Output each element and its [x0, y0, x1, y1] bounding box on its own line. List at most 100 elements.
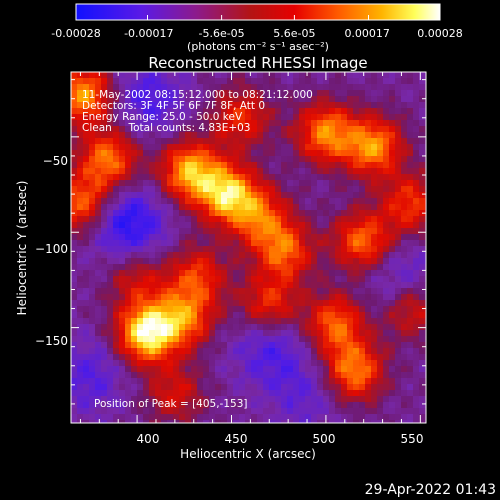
heatmap-cell — [275, 396, 281, 402]
heatmap-cell — [281, 372, 287, 378]
heatmap-cell — [353, 300, 359, 306]
heatmap-cell — [125, 414, 131, 420]
heatmap-cell — [89, 372, 95, 378]
heatmap-cell — [311, 396, 317, 402]
heatmap-cell — [269, 168, 275, 174]
heatmap-cell — [155, 264, 161, 270]
heatmap-cell — [185, 72, 191, 78]
heatmap-cell — [395, 90, 401, 96]
heatmap-cell — [203, 96, 209, 102]
heatmap-cell — [119, 342, 125, 348]
heatmap-cell — [143, 300, 149, 306]
heatmap-cell — [311, 210, 317, 216]
heatmap-cell — [191, 138, 197, 144]
heatmap-cell — [365, 294, 371, 300]
heatmap-cell — [143, 282, 149, 288]
heatmap-cell — [347, 216, 353, 222]
heatmap-cell — [341, 264, 347, 270]
heatmap-cell — [203, 108, 209, 114]
heatmap-cell — [185, 234, 191, 240]
heatmap-cell — [263, 252, 269, 258]
heatmap-cell — [215, 288, 221, 294]
heatmap-cell — [71, 120, 77, 126]
heatmap-cell — [239, 162, 245, 168]
heatmap-cell — [161, 198, 167, 204]
heatmap-cell — [329, 288, 335, 294]
heatmap-cell — [227, 270, 233, 276]
heatmap-cell — [323, 318, 329, 324]
heatmap-cell — [203, 414, 209, 420]
heatmap-cell — [269, 378, 275, 384]
heatmap-cell — [125, 108, 131, 114]
heatmap-cell — [275, 270, 281, 276]
heatmap-cell — [179, 336, 185, 342]
heatmap-cell — [263, 222, 269, 228]
heatmap-cell — [71, 342, 77, 348]
heatmap-cell — [95, 138, 101, 144]
heatmap-cell — [311, 270, 317, 276]
heatmap-cell — [101, 102, 107, 108]
heatmap-cell — [233, 210, 239, 216]
heatmap-cell — [191, 366, 197, 372]
heatmap-cell — [137, 78, 143, 84]
heatmap-cell — [341, 384, 347, 390]
heatmap-cell — [335, 354, 341, 360]
heatmap-cell — [95, 372, 101, 378]
heatmap-cell — [359, 144, 365, 150]
heatmap-cell — [257, 162, 263, 168]
footer-timestamp: 29-Apr-2022 01:43 — [365, 482, 496, 498]
heatmap-cell — [383, 78, 389, 84]
heatmap-cell — [371, 390, 377, 396]
heatmap-cell — [131, 420, 137, 423]
heatmap-cell — [287, 348, 293, 354]
heatmap-cell — [287, 330, 293, 336]
heatmap-cell — [77, 384, 83, 390]
heatmap-cell — [323, 366, 329, 372]
heatmap-cell — [149, 126, 155, 132]
heatmap-cell — [215, 204, 221, 210]
heatmap-cell — [149, 246, 155, 252]
heatmap-cell — [389, 270, 395, 276]
heatmap-cell — [347, 162, 353, 168]
heatmap-cell — [227, 198, 233, 204]
heatmap-cell — [281, 396, 287, 402]
heatmap-cell — [119, 408, 125, 414]
heatmap-cell — [299, 72, 305, 78]
heatmap-cell — [269, 300, 275, 306]
heatmap-cell — [305, 78, 311, 84]
heatmap-cell — [311, 180, 317, 186]
heatmap-cell — [353, 138, 359, 144]
heatmap-cell — [95, 324, 101, 330]
heatmap-cell — [119, 90, 125, 96]
heatmap-cell — [95, 180, 101, 186]
heatmap-cell — [419, 252, 425, 258]
heatmap-cell — [299, 138, 305, 144]
heatmap-cell — [281, 90, 287, 96]
heatmap-cell — [113, 366, 119, 372]
heatmap-cell — [167, 198, 173, 204]
heatmap-cell — [239, 258, 245, 264]
heatmap-cell — [143, 294, 149, 300]
heatmap-cell — [341, 216, 347, 222]
heatmap-cell — [347, 330, 353, 336]
heatmap-cell — [317, 312, 323, 318]
heatmap-cell — [155, 90, 161, 96]
heatmap-cell — [155, 162, 161, 168]
heatmap-cell — [389, 246, 395, 252]
heatmap-cell — [185, 420, 191, 423]
heatmap-cell — [383, 384, 389, 390]
heatmap-cell — [359, 384, 365, 390]
heatmap-cell — [101, 318, 107, 324]
heatmap-cell — [173, 108, 179, 114]
heatmap-cell — [221, 414, 227, 420]
heatmap-cell — [203, 132, 209, 138]
heatmap-cell — [155, 270, 161, 276]
heatmap-cell — [401, 108, 407, 114]
heatmap-cell — [359, 318, 365, 324]
heatmap-cell — [245, 156, 251, 162]
heatmap-cell — [377, 204, 383, 210]
heatmap-cell — [269, 420, 275, 423]
heatmap-cell — [317, 414, 323, 420]
heatmap-cell — [149, 156, 155, 162]
heatmap-cell — [329, 360, 335, 366]
